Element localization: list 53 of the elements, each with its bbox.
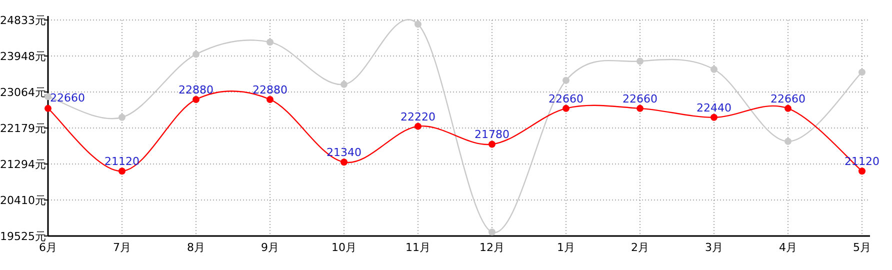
point (710, 114, 718, 121)
data-label: 21780 (474, 128, 510, 142)
x-tick-label: 11月 (406, 241, 430, 254)
point (488, 228, 496, 236)
data-label: 22220 (400, 110, 436, 124)
point (636, 104, 644, 112)
y-tick-label: 24833元 (0, 14, 46, 27)
point (562, 104, 570, 112)
point (784, 138, 792, 145)
point (340, 80, 348, 88)
y-tick-label: 21294元 (0, 158, 46, 172)
point (858, 168, 866, 175)
y-tick-label: 22179元 (0, 122, 46, 135)
data-label: 21340 (326, 146, 362, 160)
y-tick-label: 23948元 (0, 50, 46, 64)
x-tick-label: 9月 (261, 241, 279, 254)
x-tick-label: 3月 (705, 241, 723, 254)
y-tick-label: 20410元 (0, 194, 46, 207)
point (488, 140, 496, 148)
data-label: 22660 (50, 91, 85, 104)
point (340, 158, 348, 166)
point (192, 96, 200, 103)
point (562, 76, 570, 84)
x-tick-label: 4月 (779, 241, 797, 254)
point (44, 104, 52, 112)
x-tick-label: 5月 (853, 241, 871, 254)
data-label: 21120 (104, 155, 140, 168)
point (784, 104, 792, 112)
point (266, 38, 274, 46)
data-label: 22660 (548, 92, 584, 106)
x-tick-label: 2月 (631, 241, 649, 254)
y-tick-label: 23064元 (0, 86, 46, 99)
x-tick-label: 6月 (39, 241, 57, 254)
point (636, 58, 644, 65)
point (118, 168, 126, 175)
point (414, 122, 422, 130)
point (858, 68, 866, 76)
y-tick-label: 19525元 (0, 230, 46, 243)
x-tick-label: 10月 (332, 241, 356, 254)
data-label: 22880 (178, 83, 214, 96)
point (266, 96, 274, 103)
data-label: 22660 (622, 92, 658, 106)
point (710, 66, 718, 73)
data-label: 22440 (696, 101, 732, 114)
point (192, 50, 200, 58)
data-label: 22660 (770, 92, 806, 106)
point (414, 20, 422, 28)
x-tick-label: 1月 (557, 241, 575, 254)
point (118, 114, 126, 121)
x-tick-label: 12月 (480, 241, 504, 254)
data-label: 22880 (252, 83, 288, 96)
x-tick-label: 7月 (113, 241, 131, 254)
x-tick-label: 8月 (187, 241, 205, 254)
